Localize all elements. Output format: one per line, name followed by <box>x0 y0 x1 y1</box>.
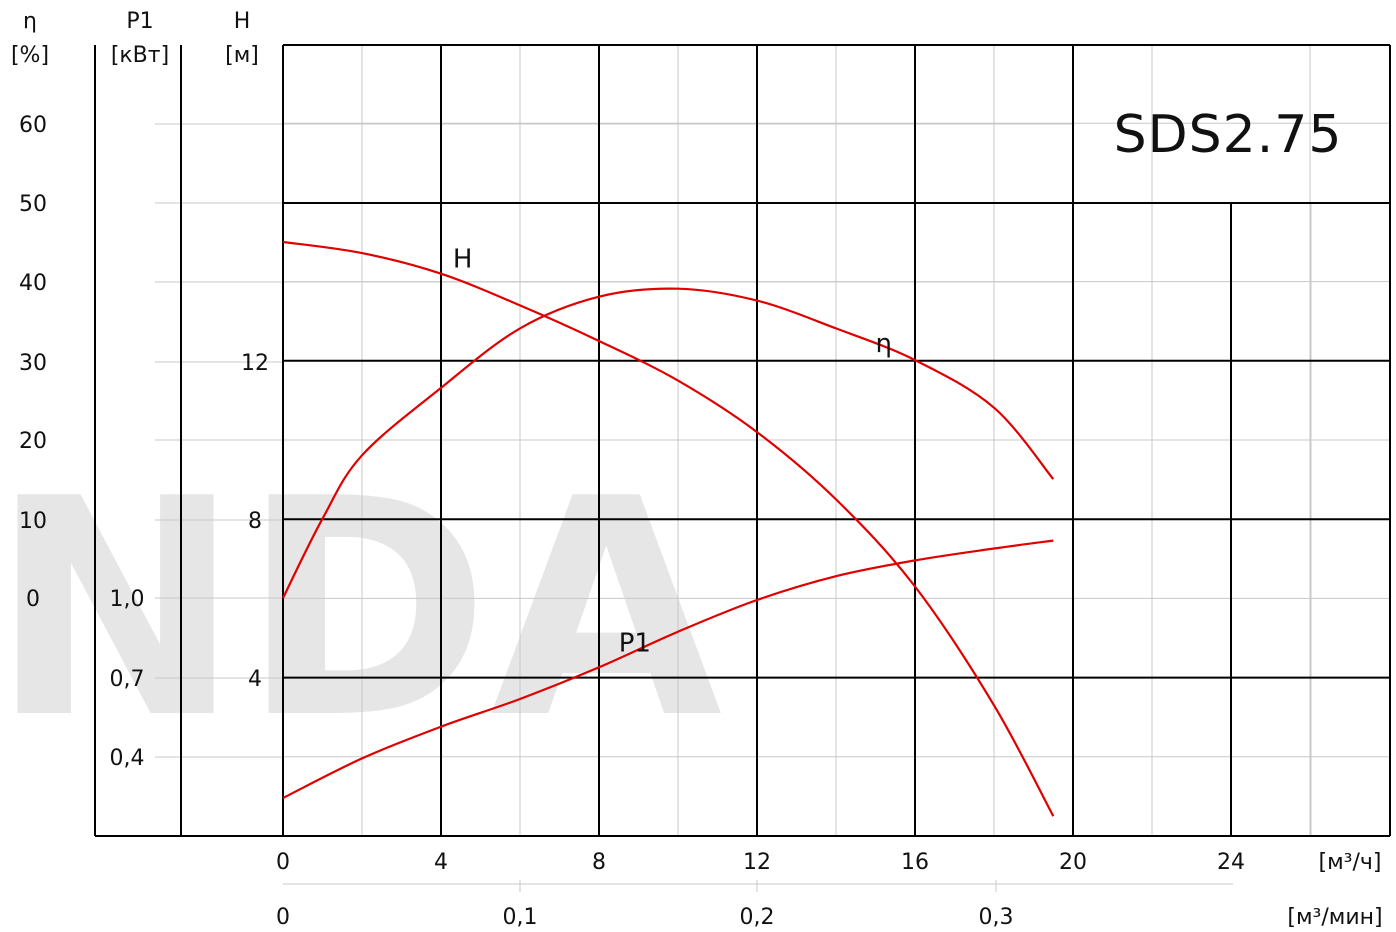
p1-axis-symbol: P1 <box>126 9 153 34</box>
h-tick-label: 8 <box>248 509 262 534</box>
eta-tick-label: 0 <box>26 587 40 612</box>
performance-curves <box>282 240 1055 817</box>
x-tick-label: 8 <box>592 850 606 875</box>
eta-tick-label: 10 <box>19 509 47 534</box>
curve-label-p1: P1 <box>619 628 651 658</box>
p1-tick-label: 1,0 <box>110 587 145 612</box>
x-tick-label: 20 <box>1059 850 1087 875</box>
major-gridlines <box>283 45 1390 836</box>
x2-axis-label: [м³/мин] <box>1287 905 1382 930</box>
h-axis-unit: [м] <box>225 43 259 68</box>
x-tick-label: 12 <box>743 850 771 875</box>
eta-tick-label: 50 <box>19 192 47 217</box>
chart-title: SDS2.75 <box>1114 105 1343 165</box>
eta-tick-label: 40 <box>19 271 47 296</box>
curve-eta <box>282 287 1055 599</box>
axis-labels: Hη P1 SDS2.75 0 4 8 12 16 20 24 [м³/ч] 0 0,1 0,2 0,3 [м… <box>11 9 1383 930</box>
curve-label-h: H <box>453 245 473 275</box>
h-tick-label: 4 <box>248 667 262 692</box>
x-tick-label: 0 <box>276 850 290 875</box>
eta-tick-label: 20 <box>19 429 47 454</box>
eta-tick-label: 60 <box>19 113 47 138</box>
eta-axis-unit: [%] <box>11 43 49 68</box>
curve-h <box>282 240 1055 817</box>
x-axis-label: [м³/ч] <box>1319 850 1382 875</box>
p1-tick-label: 0,7 <box>110 667 145 692</box>
x2-tick-label: 0 <box>276 905 290 930</box>
x2-tick-label: 0,3 <box>979 905 1014 930</box>
x2-tick-label: 0,1 <box>503 905 538 930</box>
h-axis-symbol: H <box>234 9 251 34</box>
x-tick-label: 16 <box>901 850 929 875</box>
p1-tick-label: 0,4 <box>110 746 145 771</box>
curve-p1 <box>282 539 1054 799</box>
eta-axis-symbol: η <box>23 9 37 34</box>
x2-tick-label: 0,2 <box>740 905 775 930</box>
h-tick-label: 12 <box>241 351 269 376</box>
eta-tick-label: 30 <box>19 351 47 376</box>
p1-axis-unit: [кВт] <box>111 43 169 68</box>
chart-frame <box>94 44 1391 892</box>
x-tick-label: 4 <box>434 850 448 875</box>
curve-label-eta: η <box>876 329 892 359</box>
x-tick-label: 24 <box>1217 850 1245 875</box>
